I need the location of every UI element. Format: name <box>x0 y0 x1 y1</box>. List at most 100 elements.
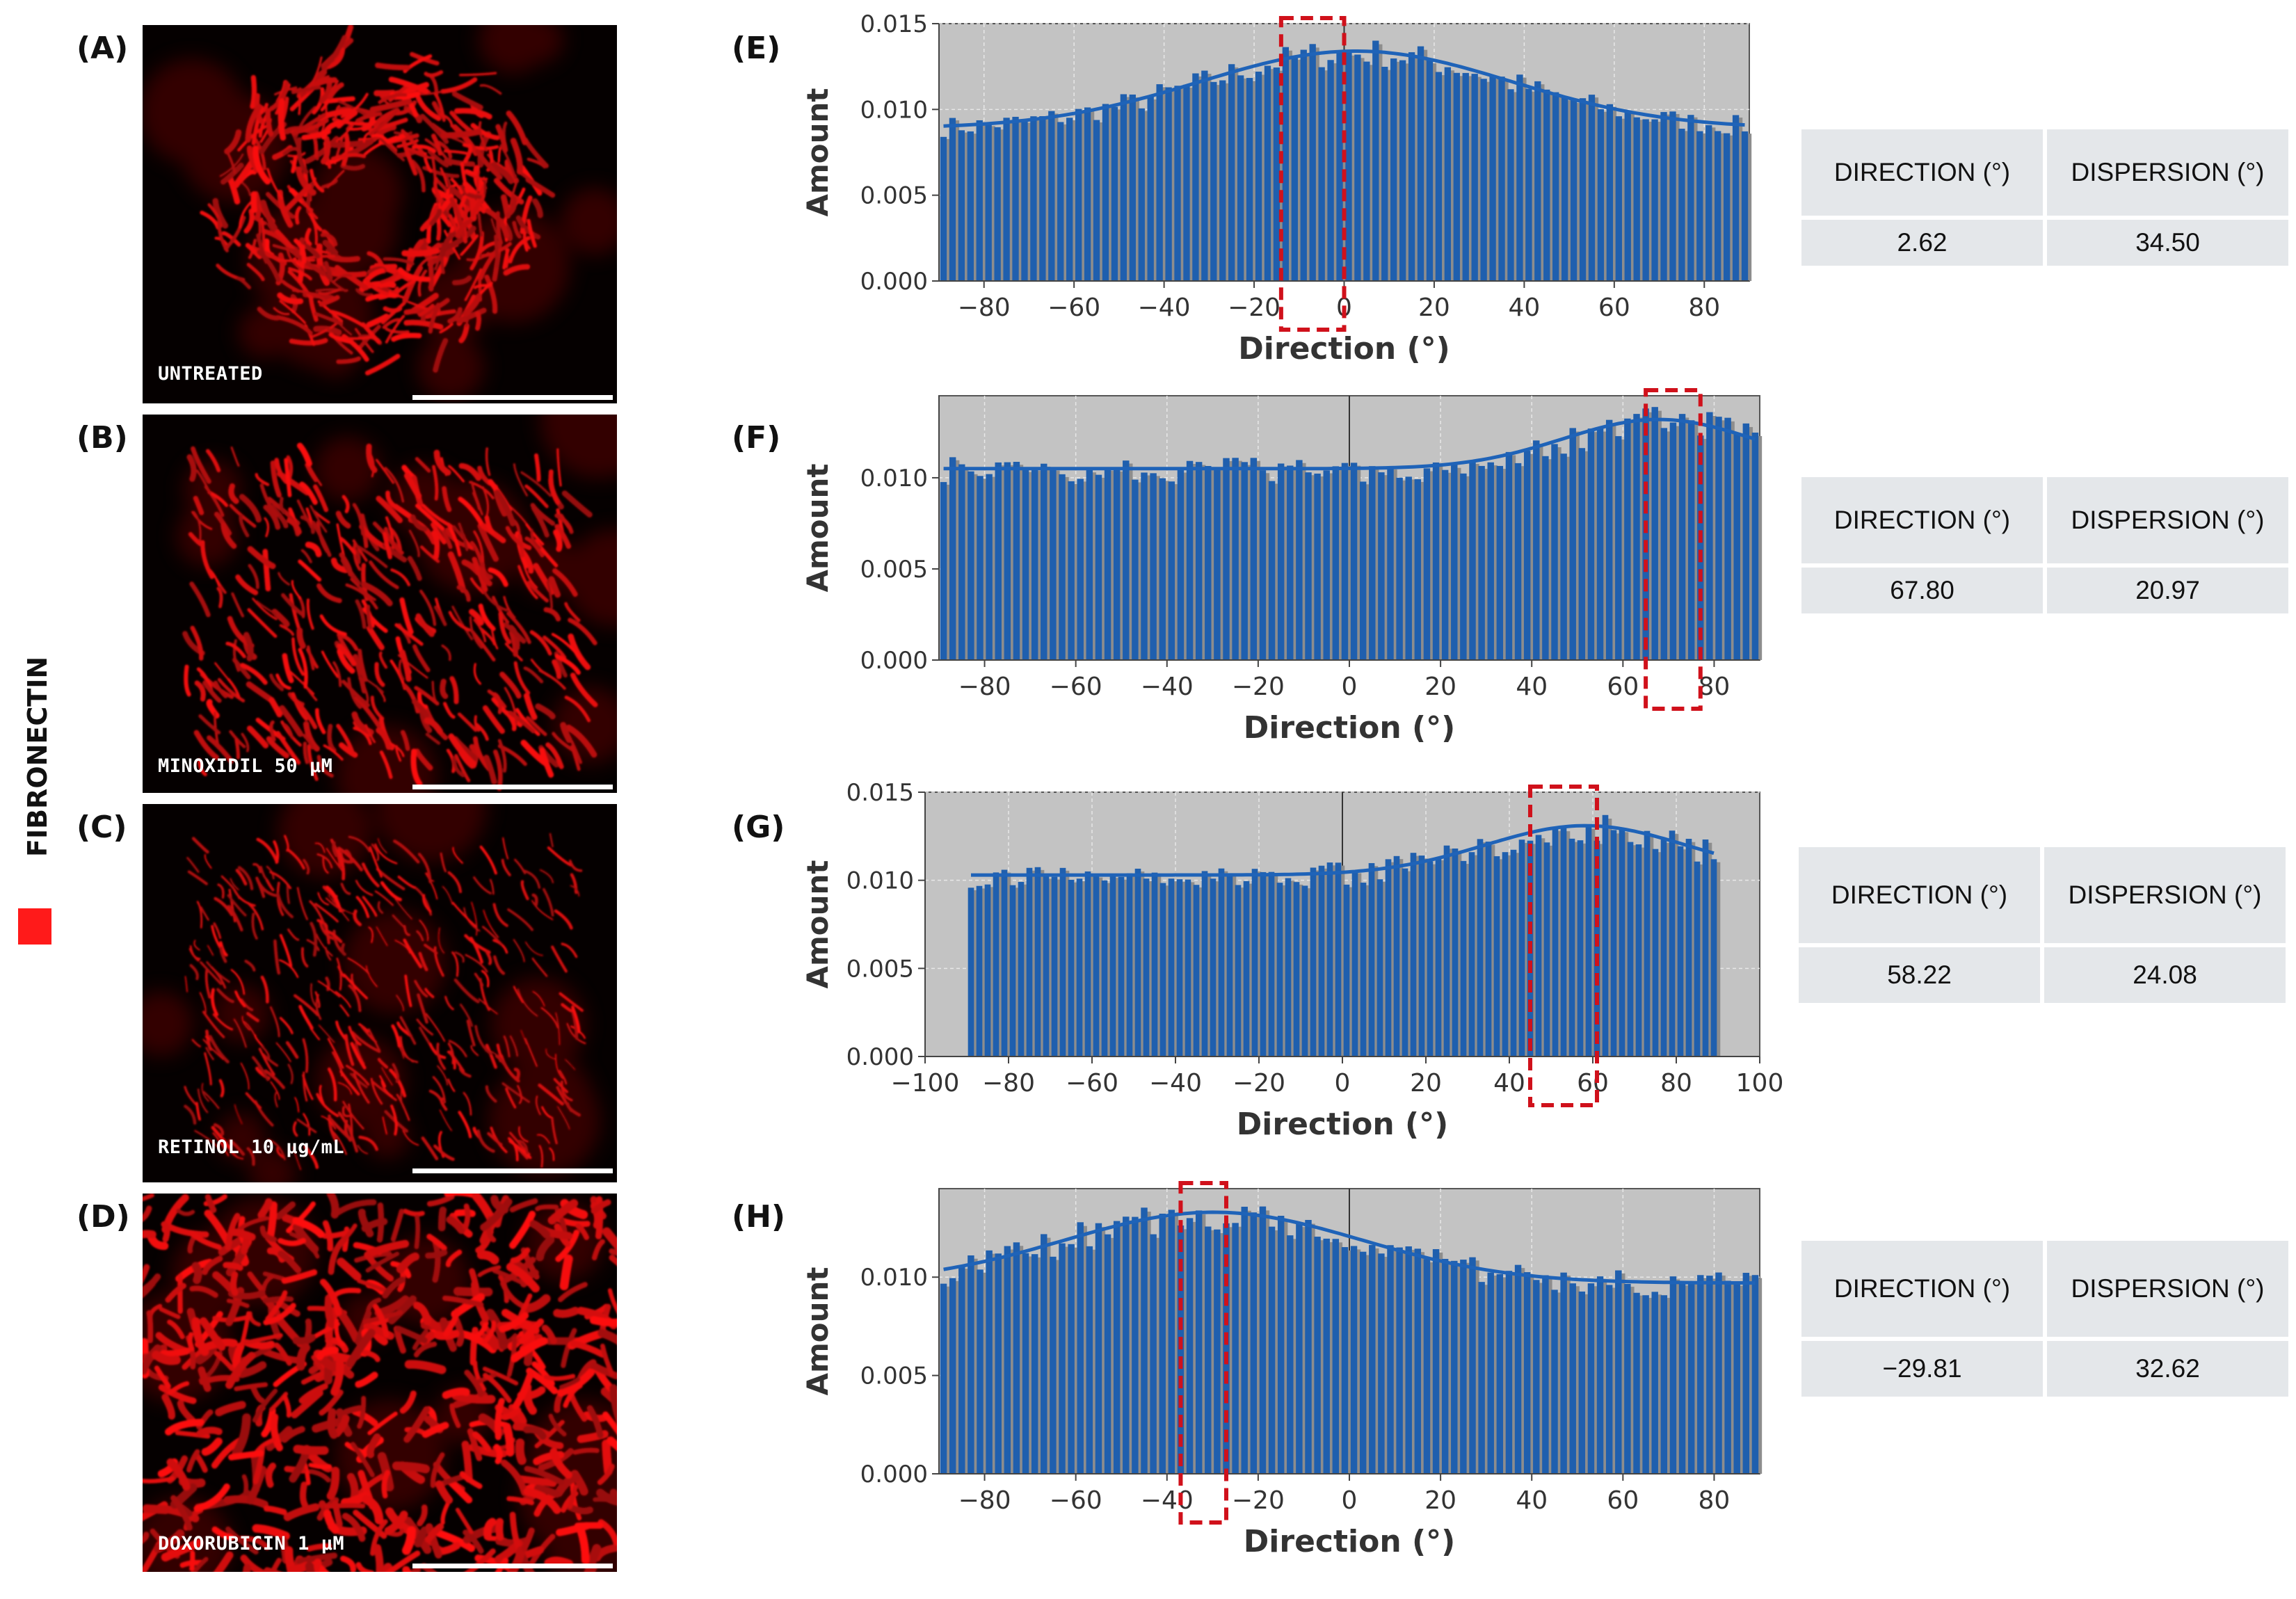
histogram-bar <box>1489 76 1496 281</box>
histogram-bar <box>1214 467 1221 660</box>
stats-table-h: DIRECTION (°) DISPERSION (°) −29.81 32.6… <box>1801 1241 2288 1397</box>
histogram-bar <box>1624 1283 1631 1474</box>
histogram-bar <box>1533 440 1540 660</box>
histogram-bar <box>1390 58 1397 281</box>
dispersion-header: DISPERSION (°) <box>2047 129 2288 216</box>
histogram-bar <box>1669 422 1677 660</box>
bar-shadow <box>1205 74 1212 282</box>
histogram-bar <box>1733 1283 1740 1474</box>
direction-header: DIRECTION (°) <box>1801 477 2043 563</box>
bar-shadow <box>1655 122 1662 281</box>
bar-shadow <box>1746 426 1753 660</box>
histogram-bar <box>1109 875 1116 1056</box>
bar-shadow <box>1331 63 1338 281</box>
bar-shadow <box>1299 1227 1306 1474</box>
bar-shadow <box>1046 878 1053 1056</box>
bar-shadow <box>1705 842 1712 1056</box>
bar-shadow <box>1697 864 1704 1056</box>
bar-shadow <box>998 1257 1005 1474</box>
bar-shadow <box>1007 465 1015 660</box>
bar-shadow <box>1445 1262 1452 1474</box>
histogram-bar <box>1627 842 1634 1056</box>
bar-shadow <box>1546 459 1552 660</box>
histogram-bar <box>1287 1235 1294 1474</box>
bar-shadow <box>1591 97 1599 282</box>
histogram-bar <box>1147 97 1154 281</box>
histogram-bar <box>1201 871 1208 1056</box>
histogram-bar <box>1226 874 1233 1056</box>
direction-value: 67.80 <box>1801 568 2043 613</box>
histogram-bar <box>1141 472 1148 660</box>
histogram-bar <box>1050 467 1057 660</box>
histogram-g: −100 −80 −60 −40 −20 0 20 40 60 80 100 0.000 0.005 0.… <box>800 779 1783 1172</box>
histogram-bar <box>1276 883 1283 1056</box>
bar-shadow <box>1043 118 1050 281</box>
bar-shadow <box>1484 81 1491 282</box>
bar-shadow <box>1619 1273 1625 1474</box>
bar-shadow <box>1221 871 1228 1056</box>
histogram-bar <box>1651 1292 1658 1474</box>
histogram-bar <box>1332 466 1340 660</box>
bar-shadow <box>943 1286 951 1474</box>
bar-shadow <box>1347 887 1354 1056</box>
x-tick-label: −60 <box>1050 673 1102 701</box>
bar-shadow <box>1113 878 1120 1056</box>
bar-shadow <box>1169 90 1175 281</box>
histogram-bar <box>1487 462 1494 660</box>
bar-shadow <box>1418 481 1425 660</box>
histogram-bar <box>1534 81 1541 281</box>
histogram-bar <box>940 482 947 660</box>
bar-shadow <box>1709 127 1716 281</box>
bar-shadow <box>1619 439 1625 660</box>
x-tick-label: −60 <box>1047 294 1100 322</box>
bar-shadow <box>1280 885 1287 1056</box>
bar-shadow <box>1399 480 1406 660</box>
histogram-bar <box>1345 51 1352 282</box>
histogram-bar <box>1543 89 1550 281</box>
histogram-bar <box>940 1283 947 1474</box>
histogram-bar <box>1423 468 1431 660</box>
histogram-bar <box>1223 458 1230 660</box>
bar-shadow <box>1044 1237 1051 1474</box>
histogram-bar <box>1176 879 1183 1056</box>
histogram-bar <box>1741 131 1749 281</box>
histogram-svg: −80 −60 −40 −20 0 20 40 60 80 0.000 0.005 0.010 Dire… <box>801 1181 1763 1559</box>
histogram-bar <box>1031 1254 1038 1474</box>
bar-shadow <box>1682 417 1689 660</box>
histogram-bar <box>1414 479 1422 660</box>
histogram-bar <box>1111 106 1118 281</box>
histogram-bar <box>1468 852 1475 1056</box>
bar-shadow <box>970 134 977 281</box>
bar-shadow <box>1628 421 1635 660</box>
histogram-bar <box>1560 453 1567 660</box>
y-tick-label: 0.000 <box>860 268 928 296</box>
x-tick-label: 100 <box>1736 1069 1784 1098</box>
histogram-bar <box>1533 1280 1540 1474</box>
histogram-bar <box>1376 879 1383 1056</box>
bar-shadow <box>1582 1294 1589 1474</box>
bar-shadow <box>1258 74 1266 282</box>
histogram-bar <box>1350 1246 1358 1474</box>
bar-shadow <box>1456 76 1463 281</box>
bar-shadow <box>1427 471 1434 660</box>
bar-shadow <box>1538 84 1545 281</box>
histogram-bar <box>1041 463 1047 660</box>
x-tick-label: 40 <box>1516 1486 1548 1515</box>
histogram-bar <box>1372 40 1379 281</box>
x-axis-label: Direction (°) <box>1244 710 1455 746</box>
histogram-bar <box>1134 868 1141 1056</box>
bar-shadow <box>1682 1285 1689 1474</box>
histogram-bar <box>1327 60 1334 282</box>
histogram-bar <box>1724 417 1731 660</box>
histogram-bar <box>1706 1276 1713 1474</box>
bar-shadow <box>962 467 969 660</box>
histogram-bar <box>1742 1273 1750 1474</box>
histogram-bar <box>1168 481 1175 660</box>
bar-shadow <box>1246 883 1253 1056</box>
histogram-bar <box>1733 433 1740 660</box>
bar-shadow <box>1196 76 1203 282</box>
bar-shadow <box>1755 435 1763 660</box>
histogram-bar <box>1402 868 1408 1056</box>
bar-shadow <box>1372 1248 1379 1474</box>
bar-shadow <box>1556 95 1563 281</box>
